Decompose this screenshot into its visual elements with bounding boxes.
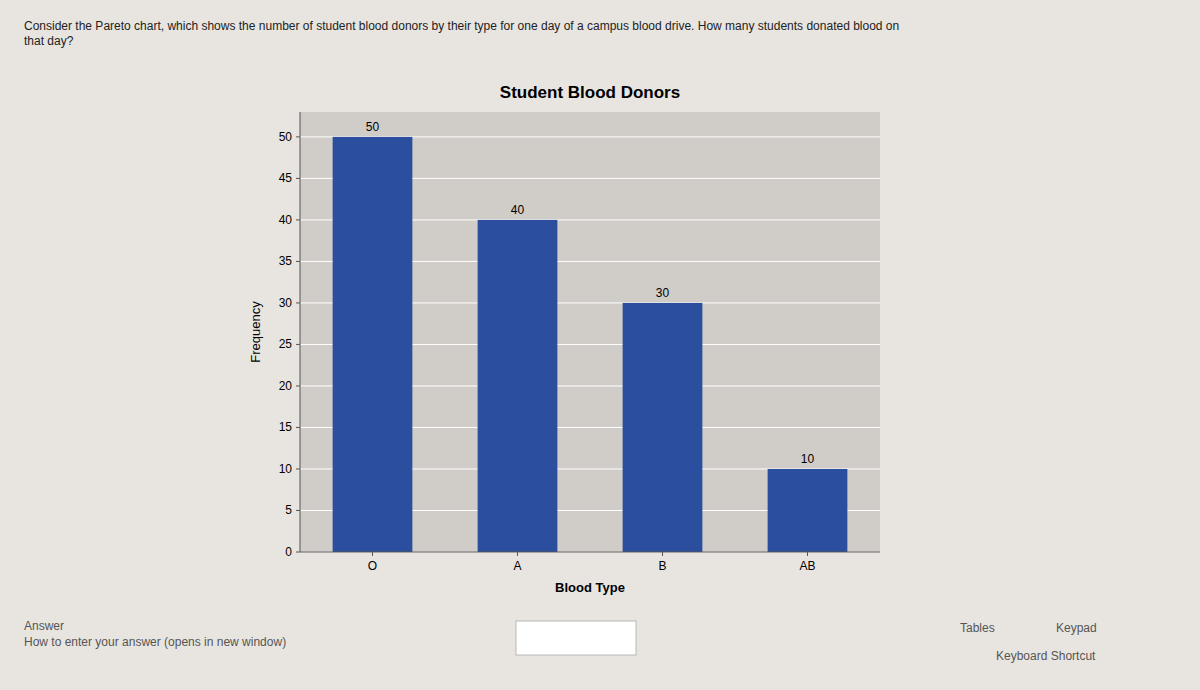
y-tick-label: 30: [279, 296, 293, 310]
y-tick: [296, 344, 300, 345]
x-tick-label: AB: [799, 559, 815, 573]
x-tick-label: A: [513, 559, 521, 573]
y-tick: [296, 178, 300, 179]
text-line: Answer: [24, 619, 64, 633]
y-tick-label: 0: [285, 545, 292, 559]
text-line: Consider the Pareto chart, which shows t…: [24, 19, 899, 33]
y-tick-label: 10: [279, 462, 293, 476]
y-tick-label: 50: [279, 130, 293, 144]
answer-box: [516, 621, 636, 655]
y-tick: [296, 427, 300, 428]
y-tick-label: 5: [285, 503, 292, 517]
text-line: Keypad: [1056, 621, 1097, 635]
x-tick: [807, 552, 808, 556]
y-tick: [296, 302, 300, 303]
tables-text: Tables: [960, 621, 995, 635]
x-tick: [662, 552, 663, 556]
x-axis-label: Blood Type: [555, 580, 625, 595]
y-tick-label: 45: [279, 171, 293, 185]
y-axis: [300, 112, 301, 552]
y-tick-label: 20: [279, 379, 293, 393]
text-line: that day?: [24, 34, 74, 48]
plot-background: [300, 112, 880, 552]
y-tick-label: 15: [279, 420, 293, 434]
y-tick: [296, 261, 300, 262]
y-tick: [296, 219, 300, 220]
text-line: Tables: [960, 621, 995, 635]
data-label: 10: [801, 452, 815, 466]
text-line: Keyboard Shortcut: [996, 649, 1096, 663]
y-tick-label: 25: [279, 337, 293, 351]
x-tick-label: B: [658, 559, 666, 573]
bar: [623, 303, 703, 552]
y-tick: [296, 552, 300, 553]
bar: [768, 469, 848, 552]
question-text: Consider the Pareto chart, which shows t…: [24, 19, 899, 48]
title: Student Blood Donors: [500, 83, 680, 102]
data-label: 40: [511, 203, 525, 217]
data-label: 30: [656, 286, 670, 300]
x-axis: [300, 552, 880, 553]
x-tick-label: O: [368, 559, 377, 573]
grid-line: [300, 552, 880, 553]
y-axis-label: Frequency: [248, 301, 263, 363]
keyboard-text: Keyboard Shortcut: [996, 649, 1096, 663]
data-label: 50: [366, 120, 380, 134]
y-tick-label: 35: [279, 254, 293, 268]
text-line: How to enter your answer (opens in new w…: [24, 635, 286, 649]
x-tick: [372, 552, 373, 556]
y-tick: [296, 136, 300, 137]
x-tick: [517, 552, 518, 556]
keypad-text: Keypad: [1056, 621, 1097, 635]
bars: [333, 137, 848, 552]
bar: [478, 220, 558, 552]
y-tick-label: 40: [279, 213, 293, 227]
bar: [333, 137, 413, 552]
answer-text: Answer How to enter your answer (opens in…: [24, 619, 286, 649]
page: 0510152025303540455050403010OABABStudent…: [0, 0, 1200, 690]
y-tick: [296, 385, 300, 386]
y-tick: [296, 468, 300, 469]
y-tick: [296, 510, 300, 511]
